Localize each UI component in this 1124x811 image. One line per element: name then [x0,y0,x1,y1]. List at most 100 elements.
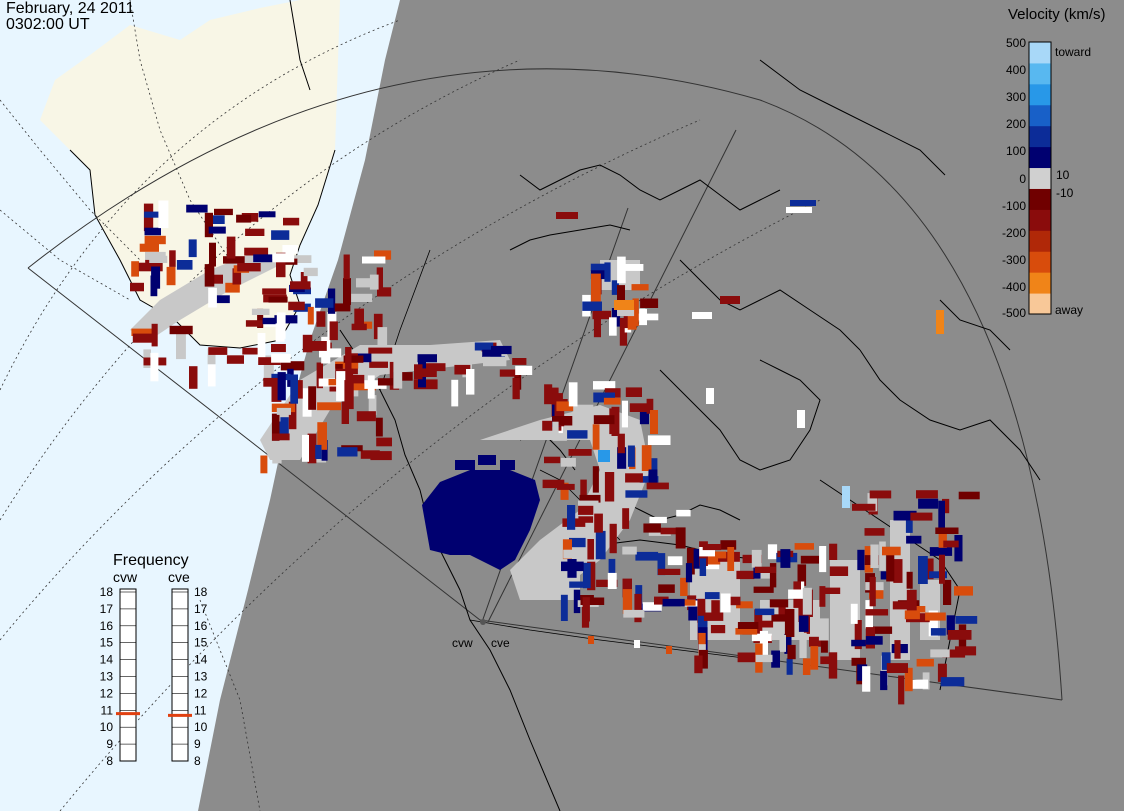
echo-cell [821,587,841,594]
echo-cell [274,315,298,324]
echo-cell [955,616,978,624]
echo-cell [706,388,714,404]
echo-cell [829,543,838,560]
echo-cell [342,374,365,385]
echo-cell [942,498,950,514]
echo-cell [369,274,379,290]
echo-cell [258,357,281,365]
echo-cell [788,589,805,599]
echo-cell [263,355,274,380]
echo-cell [850,603,858,624]
echo-cell [634,593,642,623]
echo-cell [946,615,955,635]
echo-cell [580,597,605,605]
echo-cell [865,636,883,645]
echo-cell [800,555,820,564]
freq-tick-label-left: 17 [100,602,114,616]
velocity-tick-label: 0 [1019,172,1026,186]
echo-cell [271,230,290,240]
echo-cell [939,554,945,584]
echo-cell [609,523,617,554]
radar-label-cvw: cvw [113,569,138,585]
echo-cell [587,561,596,591]
echo-cell [573,589,581,614]
echo-cell [625,490,648,498]
echo-cell [592,310,612,320]
freq-tick-label-left: 11 [101,703,114,717]
freq-tick-label-left: 15 [100,636,114,650]
velocity-tick-label: 500 [1006,36,1026,50]
echo-cell [209,242,216,267]
echo-cell [587,539,594,560]
echo-cell [302,334,313,353]
velocity-tick-label: -400 [1002,280,1026,294]
echo-cell [144,211,162,218]
echo-cell [319,348,342,358]
echo-cell [578,505,594,515]
echo-cell [568,449,592,456]
echo-cell [512,358,527,365]
echo-cell [694,655,703,674]
echo-cell [736,570,755,580]
echo-cell [356,278,379,288]
echo-cell [771,614,789,622]
echo-cell [351,323,367,331]
echo-cell [253,254,273,263]
echo-cell [786,207,812,213]
echo-cell [790,200,816,206]
echo-cell [720,296,740,304]
echo-cell [940,677,965,687]
echo-cell [271,413,280,441]
echo-cell [244,247,269,256]
velocity-tick-label: 400 [1006,63,1026,77]
echo-cell [204,212,213,238]
echo-cell [271,403,296,413]
echo-cell [604,472,615,502]
echo-cell [268,296,288,303]
echo-cell [720,593,731,613]
echo-cell [906,535,922,544]
echo-cell [869,490,892,499]
echo-cell [650,410,658,434]
echo-cell [271,344,286,353]
echo-cell [544,384,553,405]
echo-cell [643,523,661,533]
radar-label-cve: cve [168,569,190,585]
echo-cell [938,527,947,548]
echo-cell [466,369,475,395]
echo-cell [337,447,358,457]
freq-tick-label-right: 9 [194,737,201,751]
echo-cell [810,646,819,670]
echo-cell [759,572,777,579]
echo-cell [292,255,312,263]
echo-cell [345,347,352,377]
echo-cell [328,379,344,386]
echo-cell [307,433,317,464]
echo-cell [132,333,154,343]
echo-cell [640,298,659,308]
echo-cell [910,512,933,521]
echo-cell [593,381,616,390]
echo-cell [647,435,671,445]
echo-cell [552,416,573,426]
echo-cell [204,264,215,287]
echo-cell [144,227,161,236]
date-label: February, 24 2011 [6,0,135,17]
colorbar-segment [1029,209,1051,231]
freq-tick-label-left: 13 [100,670,114,684]
echo-cell [583,562,591,589]
echo-cell [425,363,446,372]
velocity-title: Velocity (km/s) [1008,6,1106,23]
echo-cell [688,599,698,621]
echo-cell [377,378,395,386]
echo-cell [351,293,373,302]
echo-cell [798,615,809,632]
freq-bar-cve [171,588,189,762]
echo-cell [634,640,640,648]
echo-cell [271,383,282,402]
freq-tick-label-right: 8 [194,754,201,768]
echo-cell [693,548,700,569]
echo-cell [582,597,590,622]
colorbar-segment [1029,272,1051,294]
